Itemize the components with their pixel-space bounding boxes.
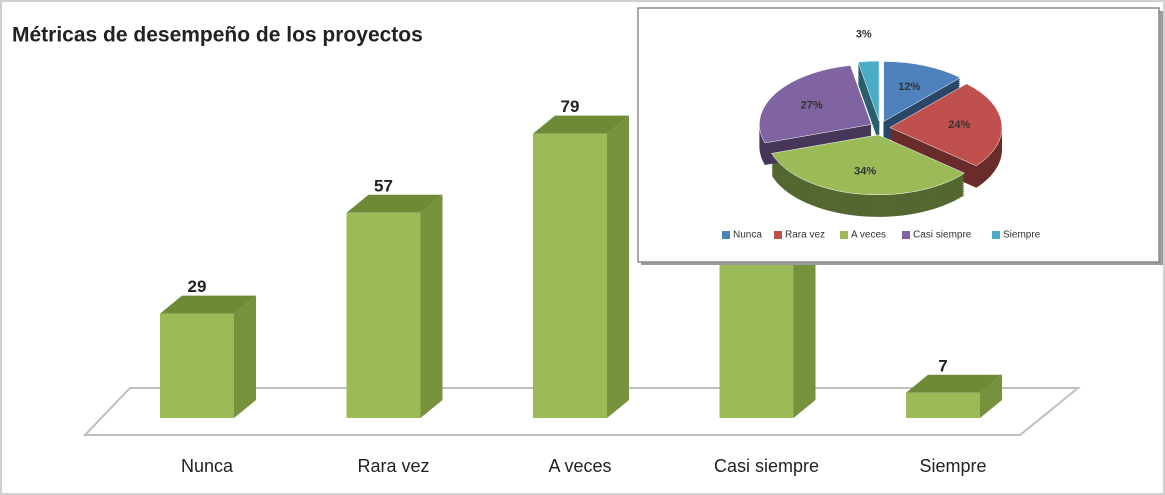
inset-frame: [637, 7, 1160, 263]
data-label: 34%: [854, 165, 876, 177]
data-label: 24%: [948, 119, 970, 131]
bar-top: [160, 295, 256, 314]
data-label: 27%: [801, 99, 823, 111]
data-label: 12%: [898, 81, 920, 93]
legend-label: Rara vez: [785, 230, 825, 241]
slice: [759, 65, 872, 144]
legend-swatch: [840, 231, 848, 239]
legend-label: Casi siempre: [913, 230, 972, 241]
data-label: 29: [188, 277, 207, 296]
bar-side: [980, 374, 1002, 418]
legend-label: A veces: [851, 230, 886, 241]
bar: [160, 313, 234, 418]
x-tick-label: Casi siempre: [714, 456, 819, 476]
x-tick-label: A veces: [548, 456, 611, 476]
data-label: 57: [374, 176, 393, 195]
legend-swatch: [992, 231, 1000, 239]
bar-side: [607, 115, 629, 418]
data-label: 3%: [856, 28, 872, 40]
bar: [346, 212, 421, 418]
data-label: 7: [938, 356, 947, 375]
legend-swatch: [774, 231, 782, 239]
bar-top: [533, 115, 629, 134]
x-tick-label: Nunca: [181, 456, 234, 476]
slice: [883, 61, 961, 122]
data-label: 79: [561, 97, 580, 116]
slice: [889, 83, 1003, 167]
bar-side: [420, 194, 443, 418]
legend-swatch: [902, 231, 910, 239]
x-tick-label: Siempre: [919, 456, 986, 476]
bar: [533, 133, 607, 418]
pie: 12% 24% 34% 27% 3% Nunca Rara vez A veces Casi s…: [722, 28, 1041, 241]
legend-label: Nunca: [733, 230, 762, 241]
legend-label: Siempre: [1003, 230, 1041, 241]
legend-swatch: [722, 231, 730, 239]
x-tick-label: Rara vez: [357, 456, 429, 476]
bar-side: [234, 295, 256, 418]
chart-title: Métricas de desempeño de los proyectos: [12, 24, 423, 47]
bar-top: [346, 194, 443, 213]
slice: [857, 60, 880, 122]
bar-top: [906, 374, 1002, 393]
slice: [771, 134, 965, 196]
bar: [906, 392, 980, 418]
